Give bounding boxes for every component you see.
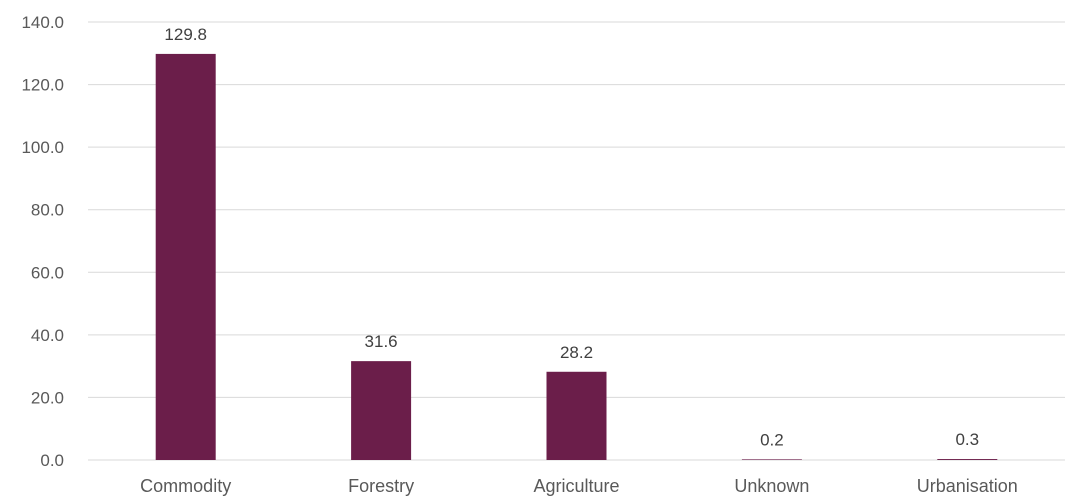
gridlines <box>88 21 1065 461</box>
x-axis-category-labels: Commodity Forestry Agriculture Unknown Urban… <box>140 476 1018 496</box>
data-label-commodity: 129.8 <box>164 25 207 44</box>
bar-urbanisation <box>937 459 998 460</box>
y-axis-tick-labels: 0.0 20.0 40.0 60.0 80.0 100.0 120.0 140.0 <box>21 13 64 470</box>
category-label-commodity: Commodity <box>140 476 231 496</box>
bar-forestry <box>351 361 412 460</box>
bars <box>155 53 998 460</box>
y-tick-label: 40.0 <box>31 326 64 345</box>
bar-agriculture <box>546 371 607 460</box>
data-label-urbanisation: 0.3 <box>955 430 979 449</box>
data-label-forestry: 31.6 <box>365 332 398 351</box>
bar-unknown <box>741 459 802 460</box>
y-tick-label: 60.0 <box>31 263 64 282</box>
y-tick-label: 80.0 <box>31 201 64 220</box>
data-labels: 129.8 31.6 28.2 0.2 0.3 <box>164 25 979 449</box>
category-label-forestry: Forestry <box>348 476 414 496</box>
y-tick-label: 120.0 <box>21 76 64 95</box>
category-label-agriculture: Agriculture <box>533 476 619 496</box>
bar-commodity <box>155 53 216 460</box>
data-label-agriculture: 28.2 <box>560 343 593 362</box>
category-label-unknown: Unknown <box>734 476 809 496</box>
y-tick-label: 100.0 <box>21 138 64 157</box>
y-tick-label: 20.0 <box>31 388 64 407</box>
y-tick-label: 140.0 <box>21 13 64 32</box>
data-label-unknown: 0.2 <box>760 430 784 449</box>
category-label-urbanisation: Urbanisation <box>917 476 1018 496</box>
y-tick-label: 0.0 <box>40 451 64 470</box>
